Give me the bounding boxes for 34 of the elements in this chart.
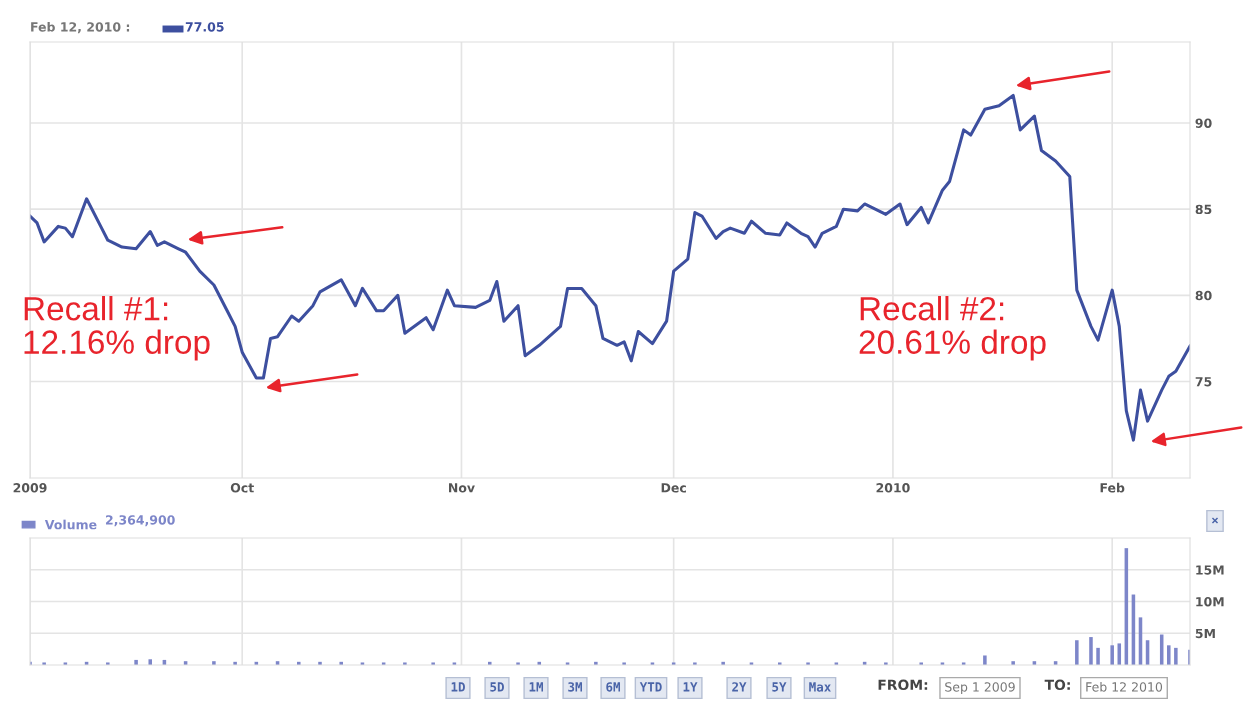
text: Sep 1 2009 — [945, 682, 1015, 695]
y-tick-label: 10M — [1196, 596, 1224, 607]
text: 3M — [568, 682, 582, 692]
text: YTD — [639, 682, 662, 692]
y-tick-label: 5M — [1195, 628, 1215, 639]
text: TO: — [1044, 679, 1070, 691]
text: FROM: — [878, 679, 928, 691]
text: 1D — [451, 682, 465, 692]
y-tick-label: 80 — [1195, 290, 1212, 301]
x-tick-label: Dec — [661, 483, 686, 493]
y-tick-label: 90 — [1195, 118, 1212, 128]
text: 6M — [606, 682, 620, 692]
text: × — [1211, 517, 1219, 524]
y-tick-label: 85 — [1195, 204, 1212, 215]
text: 1Y — [683, 682, 698, 692]
text: 2Y — [732, 682, 747, 692]
annotation: Recall #2: 20.61% drop — [859, 296, 1046, 361]
text: 5D — [490, 682, 504, 692]
y-tick-label: 15M — [1196, 565, 1224, 575]
text: 5Y — [772, 682, 787, 692]
text: 77.05 — [185, 22, 224, 32]
x-tick-label: 2009 — [13, 483, 47, 493]
x-tick-label: Feb — [1100, 482, 1125, 493]
x-tick-label: 2010 — [876, 483, 910, 493]
annotation: Recall #1: 12.16% drop — [24, 296, 210, 361]
text: 1M — [529, 682, 543, 692]
x-tick-label: Oct — [230, 483, 254, 493]
x-tick-label: Nov — [449, 483, 475, 493]
text: Feb 12, 2010 : — [31, 21, 130, 34]
y-tick-label: 75 — [1195, 377, 1212, 387]
text: Max — [809, 682, 831, 692]
text: 2,364,900 — [105, 515, 175, 527]
legend-label: Volume — [44, 519, 97, 530]
text: Feb 12 2010 — [1086, 681, 1163, 692]
